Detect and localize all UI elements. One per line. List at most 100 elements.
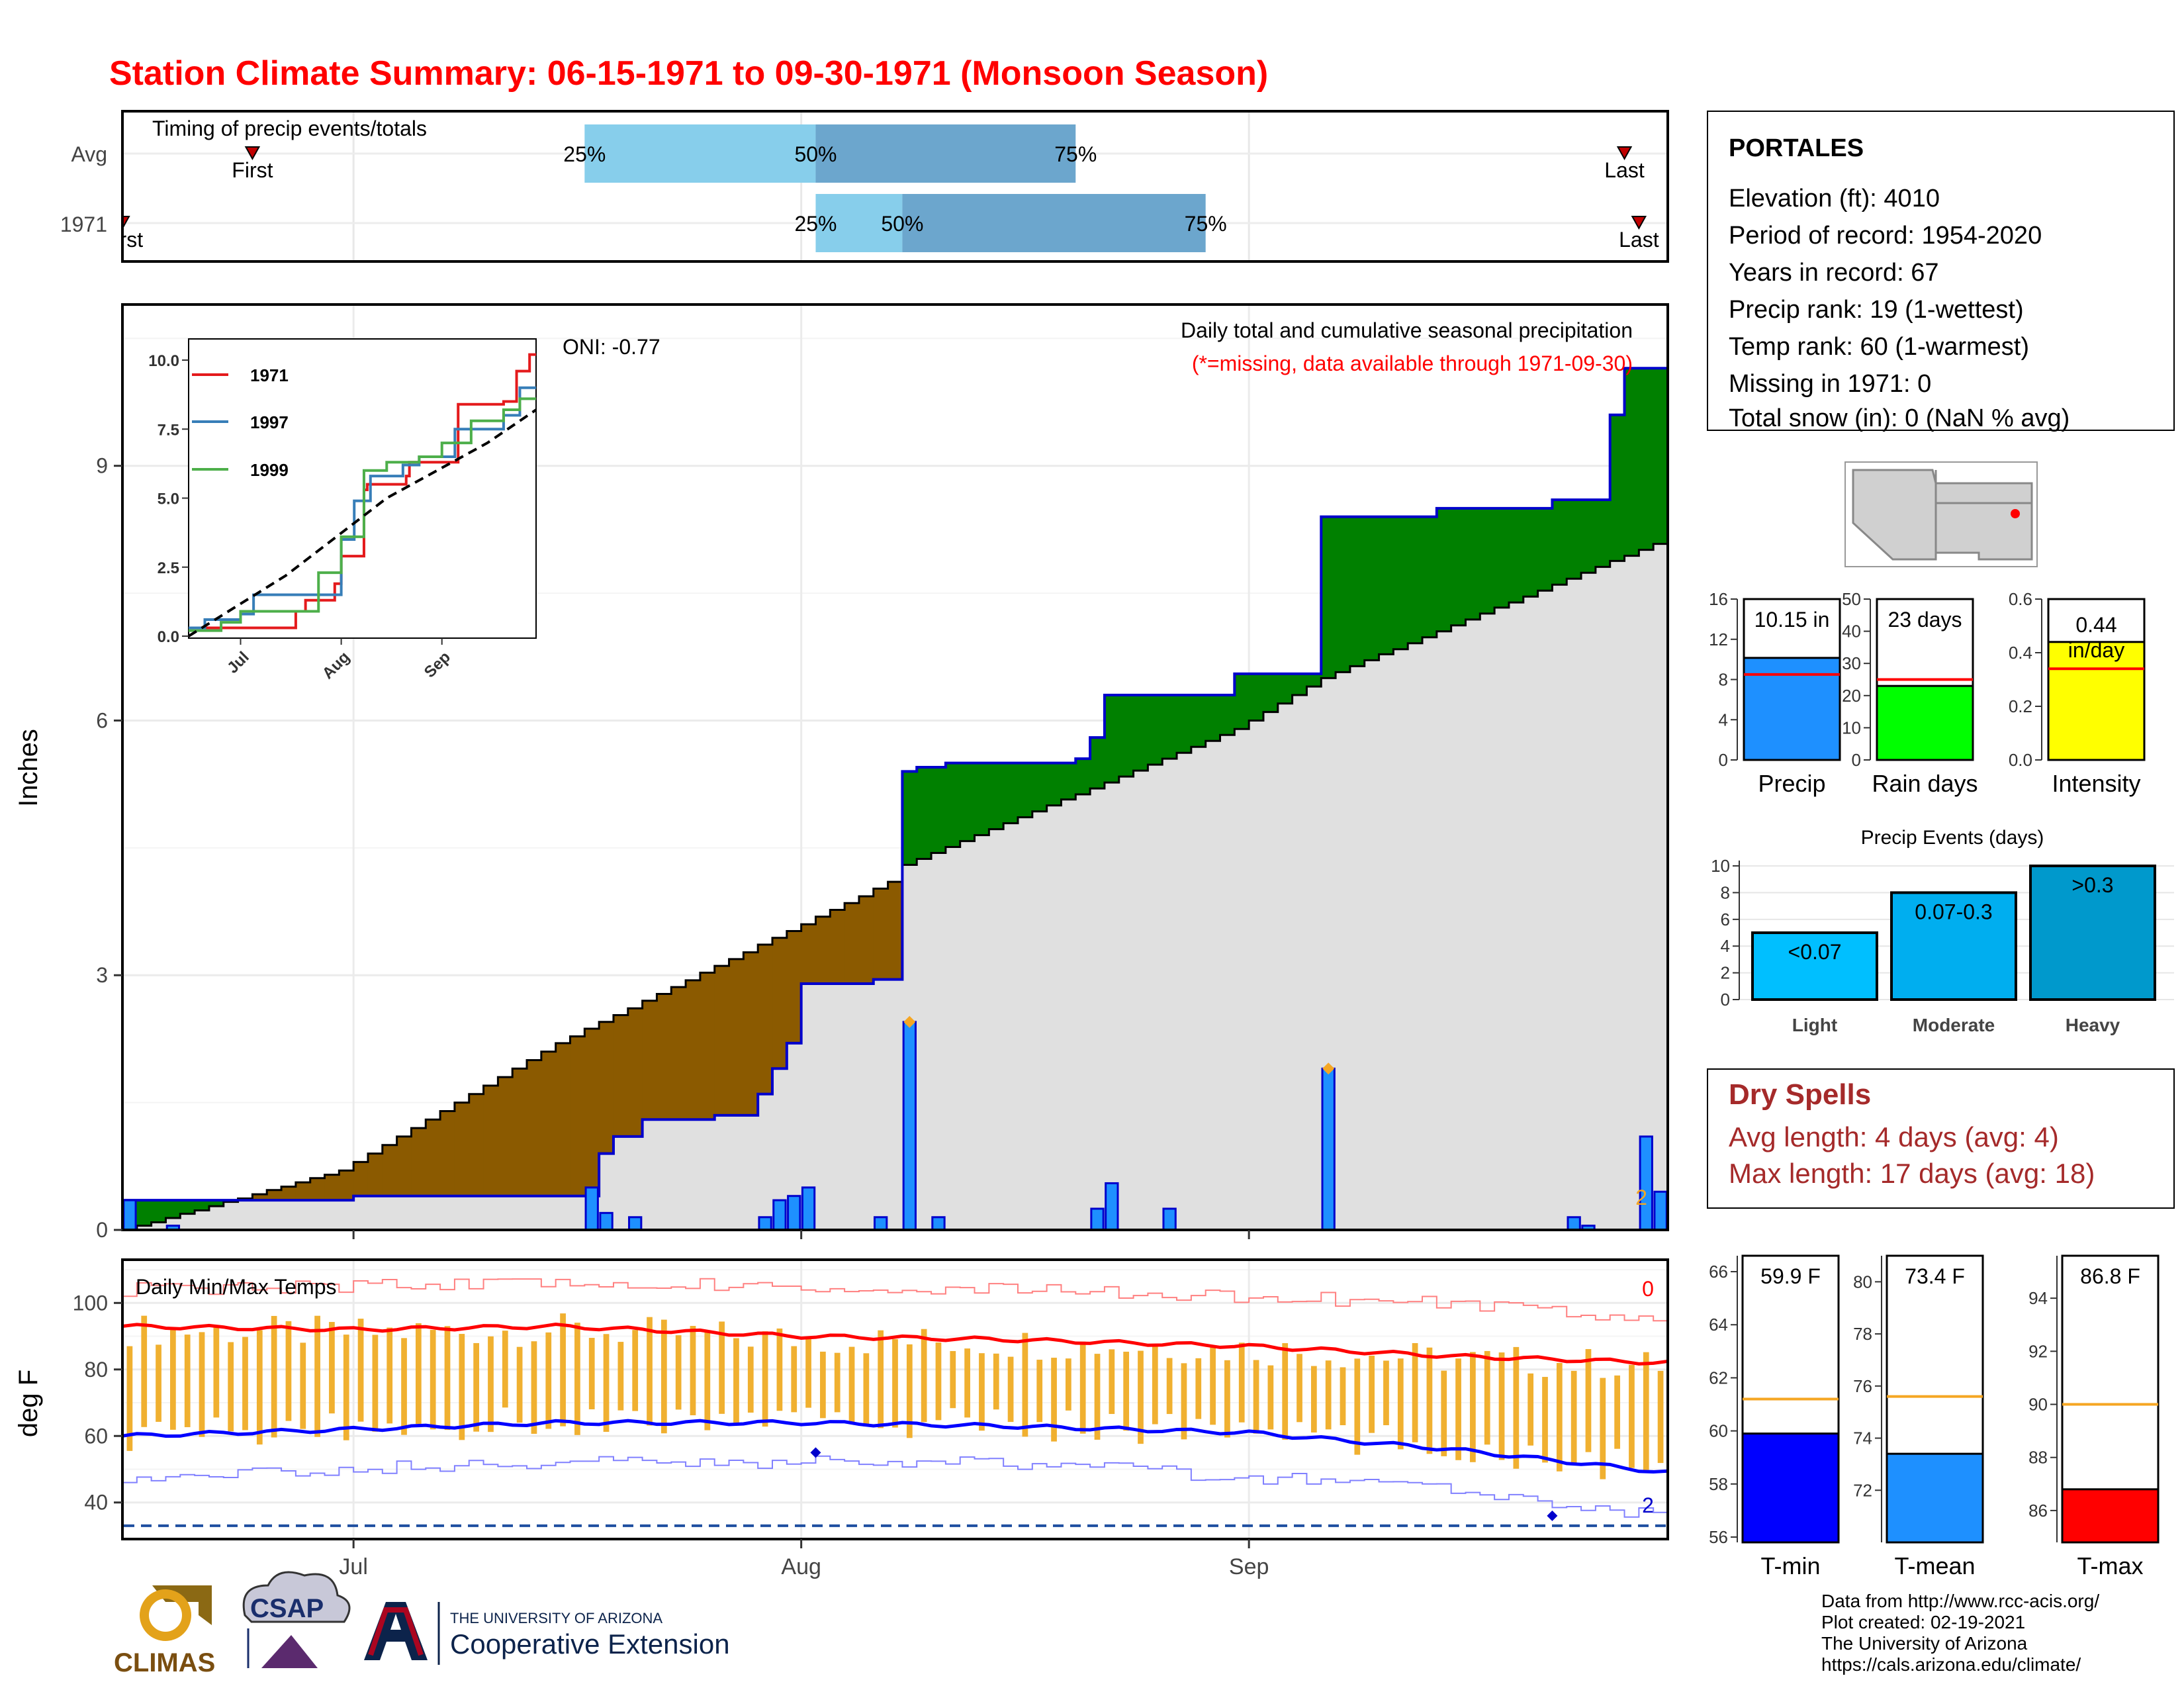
daily-temp-range-bar [588, 1338, 595, 1409]
deficit-fill [873, 888, 889, 980]
daily-temp-range-bar [979, 1353, 985, 1431]
deficit-fill [599, 1021, 614, 1154]
daily-temp-range-bar [776, 1328, 783, 1411]
daily-temp-range-bar [1600, 1378, 1606, 1479]
precip-events-category: Light [1792, 1015, 1837, 1035]
surplus-fill [1379, 516, 1394, 655]
daily-precip-bar [874, 1216, 888, 1231]
timing-last-marker [1631, 216, 1647, 230]
dry-spells-avg: Avg length: 4 days (avg: 4) [1729, 1121, 2059, 1152]
deficit-fill [267, 1190, 282, 1201]
record-low-marker [810, 1447, 821, 1458]
daily-temp-range-bar [1224, 1360, 1230, 1438]
surplus-fill [1393, 516, 1408, 649]
summary-y-tick-label: 50 [1842, 589, 1861, 609]
footer: Data from http://www.rcc-acis.org/ Plot … [114, 1571, 2099, 1677]
precip-events-category: Moderate [1913, 1015, 1995, 1035]
precip-events-bar [1751, 931, 1878, 1001]
deficit-fill [382, 1145, 398, 1196]
inset-legend-1997: 1997 [250, 412, 289, 432]
surplus-fill [1336, 516, 1351, 673]
temp-summary-y-tick-label: 76 [1853, 1376, 1872, 1396]
daily-temp-range-bar [791, 1346, 797, 1413]
surplus-fill [1306, 673, 1322, 687]
daily-temp-range-bar [1094, 1354, 1101, 1440]
daily-temp-range-bar [1007, 1356, 1014, 1423]
footer-data-source: Data from http://www.rcc-acis.org/ [1821, 1591, 2099, 1611]
daily-temp-range-bar [1498, 1352, 1505, 1460]
summary-bar-value [2047, 641, 2146, 761]
daily-temp-range-bar [1138, 1350, 1144, 1444]
timing-pct-label: 25% [794, 212, 837, 236]
surplus-fill [945, 763, 961, 847]
temp-summary-y-tick-label: 58 [1709, 1474, 1728, 1494]
surplus-fill [165, 1200, 181, 1219]
surplus-fill [1639, 368, 1654, 550]
daily-temp-range-bar [199, 1332, 205, 1437]
temp-summary-value-label: 59.9 F [1760, 1264, 1821, 1288]
surplus-fill [208, 1200, 224, 1207]
daily-temp-range-bar [141, 1315, 148, 1427]
temp-frame [121, 1258, 1669, 1540]
daily-temp-range-bar [1282, 1343, 1289, 1440]
surplus-fill [1003, 763, 1019, 823]
inset-y-tick-label: 2.5 [158, 559, 179, 577]
deficit-fill [498, 1077, 513, 1196]
temp-summary-y-tick-label: 74 [1853, 1429, 1872, 1448]
surplus-fill [1249, 673, 1264, 721]
summary-bar-value-label: 10.15 in [1754, 608, 1830, 632]
deficit-fill [686, 980, 701, 1120]
ua-logo-letter [364, 1602, 428, 1660]
temp-summary-y-tick-label: 72 [1853, 1480, 1872, 1500]
daily-precip-bar [1321, 1067, 1336, 1231]
daily-temp-range-bar [1397, 1358, 1404, 1450]
daily-temp-range-bar [892, 1339, 898, 1428]
daily-temp-range-bar [1441, 1370, 1447, 1456]
daily-temp-range-bar [1079, 1341, 1086, 1434]
daily-temp-range-bar [357, 1319, 364, 1422]
station-snow: Total snow (in): 0 (NaN % avg) [1729, 404, 2070, 432]
surplus-fill [1523, 508, 1539, 597]
timing-q25-q50-bar [584, 124, 816, 183]
deficit-fill [671, 987, 686, 1120]
surplus-fill [180, 1200, 195, 1214]
precip-areas [122, 367, 1668, 1231]
coop-extension: Cooperative Extension [450, 1628, 730, 1660]
daily-temp-range-bar [647, 1317, 653, 1426]
summary-bar-category: Precip [1758, 770, 1825, 797]
surplus-fill [1595, 499, 1611, 567]
daily-temp-range-bar [906, 1344, 913, 1438]
temp-summary-y-tick-label: 90 [2028, 1395, 2048, 1415]
inset-legend-1971: 1971 [250, 365, 289, 385]
temp-summary-y-tick-label: 56 [1709, 1527, 1728, 1547]
temp-summary-value-label: 73.4 F [1905, 1264, 1965, 1288]
station-temp-rank: Temp rank: 60 (1-warmest) [1729, 333, 2029, 361]
daily-temp-range-bar [1570, 1370, 1577, 1465]
daily-precip-bar [1105, 1182, 1119, 1231]
daily-temp-range-bar [574, 1323, 580, 1435]
surplus-fill [1408, 516, 1423, 643]
precip-events-y-tick-label: 2 [1721, 963, 1730, 983]
daily-temp-range-bar [1051, 1358, 1057, 1442]
daily-temp-range-bar [834, 1352, 841, 1413]
temp-corner-bottom: 2 [1642, 1493, 1654, 1517]
daily-temp-range-bar [1556, 1362, 1563, 1472]
surplus-fill [1104, 694, 1120, 783]
daily-temp-range-bar [1166, 1358, 1173, 1415]
precip-events-bars: 0 2 4 6 8 10 <0.07 Light 0.07-0.3 Moderate >0.3 Hea… [1711, 856, 2174, 1035]
surplus-fill [1624, 368, 1639, 556]
temp-y-tick-label: 60 [84, 1424, 108, 1448]
precip-chart-title: Daily total and cumulative seasonal prec… [1181, 318, 1633, 342]
daily-temp-range-bar [329, 1322, 335, 1414]
daily-temp-range-bar [242, 1336, 248, 1430]
deficit-fill [570, 1036, 585, 1196]
deficit-fill [772, 937, 788, 1069]
daily-temp-range-bar [372, 1335, 379, 1432]
daily-temp-range-bar [1195, 1358, 1202, 1419]
daily-temp-range-bar [1238, 1342, 1245, 1423]
daily-temp-range-bar [1325, 1360, 1332, 1430]
deficit-fill [469, 1094, 484, 1196]
surplus-fill [902, 771, 917, 865]
